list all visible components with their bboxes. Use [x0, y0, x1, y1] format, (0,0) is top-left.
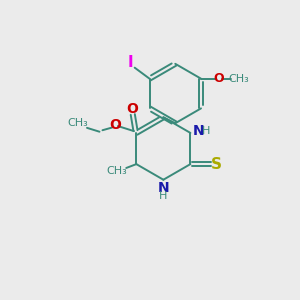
- Text: CH₃: CH₃: [67, 118, 88, 128]
- Text: O: O: [109, 118, 121, 132]
- Text: H: H: [202, 126, 211, 136]
- Text: CH₃: CH₃: [106, 166, 127, 176]
- Text: S: S: [211, 157, 222, 172]
- Text: CH₃: CH₃: [229, 74, 249, 84]
- Text: N: N: [192, 124, 204, 138]
- Text: O: O: [214, 72, 224, 85]
- Text: I: I: [128, 55, 134, 70]
- Text: H: H: [159, 191, 168, 201]
- Text: N: N: [158, 181, 169, 195]
- Text: O: O: [126, 101, 138, 116]
